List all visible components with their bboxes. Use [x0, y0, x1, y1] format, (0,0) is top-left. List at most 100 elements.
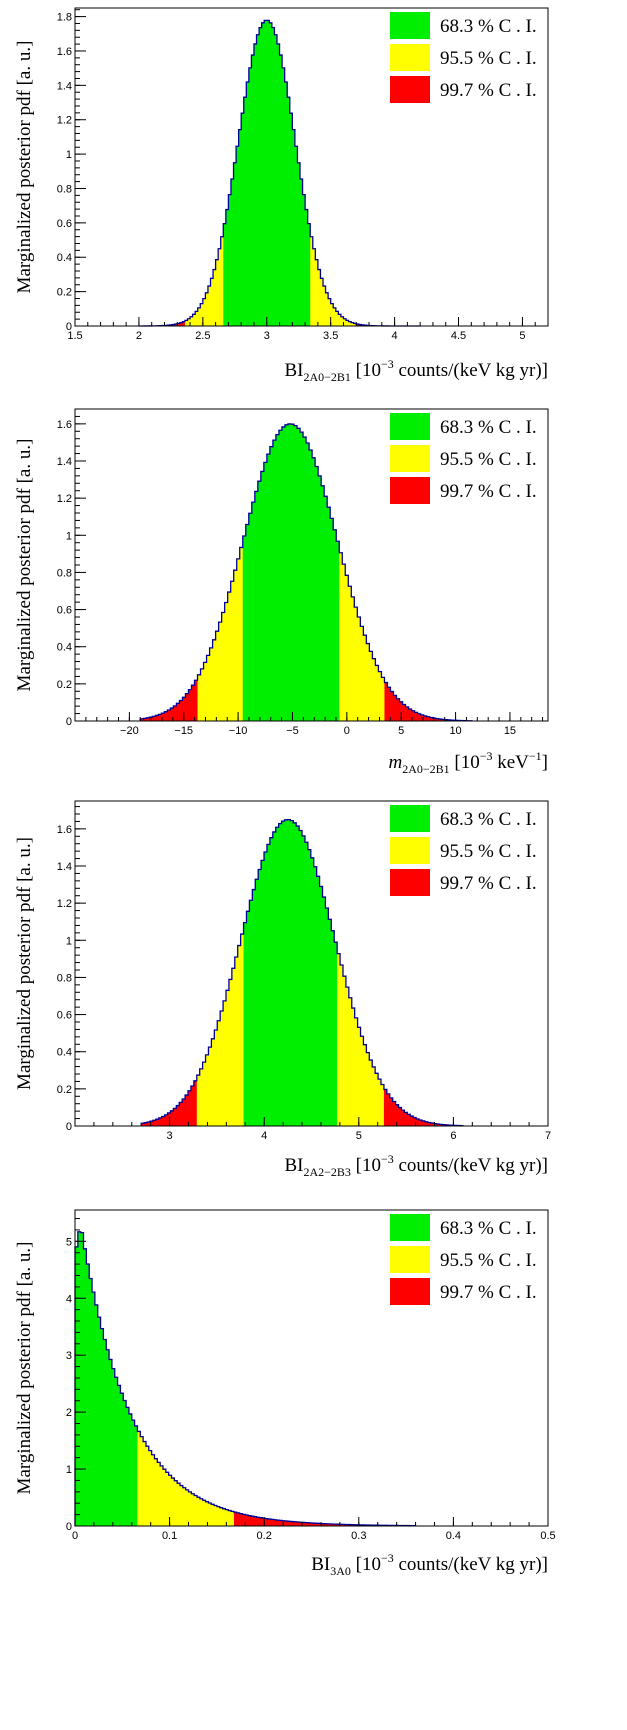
- histogram-bin: [381, 677, 385, 721]
- legend-label: 99.7 % C . I.: [440, 1282, 537, 1303]
- histogram-bin: [310, 1523, 314, 1526]
- histogram-bin: [237, 945, 242, 1126]
- histogram-bin: [287, 97, 291, 326]
- histogram-bin: [324, 496, 328, 721]
- histogram-bin: [426, 716, 431, 721]
- histogram-bin: [188, 1090, 192, 1126]
- histogram-bin: [299, 830, 303, 1126]
- histogram-bin: [249, 900, 253, 1126]
- histogram-bin: [205, 1054, 209, 1126]
- histogram-bin: [217, 1020, 221, 1126]
- histogram-bin: [340, 965, 344, 1126]
- histogram-bin: [205, 1501, 209, 1526]
- histogram-bin: [357, 1027, 361, 1126]
- histogram-bin: [287, 819, 291, 1126]
- histogram-bin: [416, 1118, 420, 1126]
- histogram-bin: [375, 1073, 379, 1126]
- y-tick-label: 0.4: [57, 1047, 72, 1059]
- histogram-bin: [154, 1458, 158, 1526]
- y-tick-label: 0.4: [57, 642, 72, 654]
- histogram-bin: [195, 311, 199, 326]
- histogram-bin: [161, 713, 165, 721]
- plot-frame: [74, 7, 549, 327]
- histogram-bin: [335, 311, 339, 326]
- histogram-bin: [296, 826, 300, 1126]
- histogram-bin: [253, 43, 257, 327]
- histogram-bin: [219, 1507, 223, 1526]
- histogram-bin: [179, 1102, 183, 1126]
- histogram-bin: [293, 822, 297, 1126]
- histogram-bin: [236, 146, 240, 326]
- y-tick-label: 0.2: [57, 1084, 72, 1096]
- histogram-bin: [304, 1522, 309, 1526]
- legend-swatch: [390, 869, 430, 896]
- chart-panel-1: 1.5 2 2.5 3 3.5 4 4.5 5 0 0.2 0.4 0.6 0.8 1 1.2 1.4 1.6 1…: [14, 7, 549, 384]
- histogram-bin: [351, 1008, 356, 1126]
- histogram-bin: [94, 1304, 99, 1526]
- histogram-bin: [292, 129, 296, 326]
- histogram-bin: [259, 1517, 263, 1526]
- histogram-bin: [330, 518, 334, 721]
- histogram-bin: [356, 324, 360, 326]
- histogram-bin: [215, 259, 219, 326]
- histogram-bin: [152, 716, 156, 721]
- histogram-bin: [212, 639, 217, 721]
- x-axis-title: BI3A0 [10−3 counts/(keV kg yr)]: [311, 1551, 548, 1578]
- histogram-bin: [345, 575, 349, 721]
- histogram-bin: [161, 1116, 166, 1126]
- histogram-bin: [333, 529, 337, 721]
- histogram-bin: [261, 860, 265, 1126]
- histogram-bin: [384, 682, 388, 721]
- histogram-bin: [109, 1359, 113, 1526]
- histogram-bin: [282, 67, 286, 326]
- legend-swatch: [390, 805, 430, 832]
- histogram-bin: [420, 714, 425, 721]
- histogram-bin: [330, 1523, 334, 1526]
- histogram-bin: [272, 440, 277, 721]
- chart-panel-2: −20 −15 −10 −5 0 5 10 15 0 0.2 0.4 0.6 0.8 1 1.2 1.4 1.6…: [14, 408, 549, 776]
- histogram-bin: [251, 55, 255, 326]
- histogram-bin: [221, 612, 226, 721]
- histogram-bin: [271, 27, 275, 326]
- histogram-bin: [363, 1044, 367, 1126]
- histogram-bin: [179, 700, 183, 721]
- histogram-bin: [303, 437, 307, 721]
- histogram-bin: [310, 236, 314, 326]
- y-tick-label: 0.6: [57, 605, 72, 617]
- histogram-bin: [350, 1524, 354, 1526]
- histogram-bin: [164, 711, 168, 721]
- histogram-bin: [310, 857, 315, 1126]
- y-axis-title: Marginalized posterior pdf [a. u.]: [14, 41, 35, 294]
- histogram-bin: [307, 1522, 311, 1526]
- histogram-bin: [242, 1514, 246, 1526]
- histogram-bin: [315, 466, 319, 721]
- histogram-bin: [316, 876, 320, 1126]
- histogram-bin: [435, 718, 440, 721]
- histogram-bin: [294, 146, 298, 326]
- histogram-bin: [321, 1523, 326, 1526]
- histogram-bin: [208, 1503, 212, 1526]
- y-tick-label: 0.2: [57, 679, 72, 691]
- x-tick-label: −5: [286, 725, 299, 737]
- x-tick-label: 3.5: [323, 330, 338, 342]
- legend-swatch: [390, 76, 430, 103]
- histogram-bin: [267, 1519, 272, 1526]
- x-axis-title-unit-rest: counts/(keV kg yr)]: [394, 360, 548, 381]
- histogram-bin: [366, 1052, 370, 1126]
- legend: 68.3 % C . I. 95.5 % C . I. 99.7 % C . I.: [390, 12, 537, 103]
- histogram-bin: [363, 635, 367, 721]
- histogram-bin: [278, 823, 282, 1126]
- x-axis-title-unit-rest: counts/(keV kg yr)]: [394, 1155, 548, 1176]
- x-tick-label: 2.5: [195, 330, 210, 342]
- histogram-bin: [413, 1117, 417, 1126]
- legend-label: 95.5 % C . I.: [440, 48, 537, 69]
- histogram-bin: [177, 1483, 181, 1526]
- histogram-bin: [284, 819, 288, 1126]
- x-tick-label: 10: [449, 725, 461, 737]
- histogram-bin: [230, 178, 234, 326]
- x-axis-title-unit: [10: [351, 1554, 381, 1575]
- histogram-bin: [157, 1462, 161, 1526]
- histogram-bin: [289, 113, 293, 326]
- y-tick-label: 0.6: [57, 218, 72, 230]
